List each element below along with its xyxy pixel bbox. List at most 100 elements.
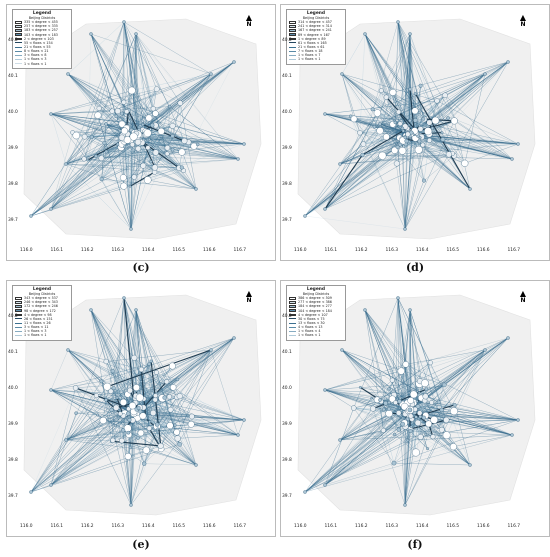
flow-line — [324, 154, 450, 210]
legend-node-class: 386 < degree < 509 — [289, 296, 343, 300]
flow-line — [90, 309, 112, 442]
legend-node-class: 103 < degree < 183 — [15, 33, 69, 37]
flow-line — [304, 417, 424, 493]
flow-line — [411, 73, 486, 135]
x-tick-label: 116.2 — [355, 524, 368, 529]
district-node — [129, 227, 133, 231]
district-node — [510, 433, 514, 437]
district-node — [134, 308, 138, 312]
district-node — [397, 367, 405, 375]
flow-line — [50, 89, 157, 115]
district-node — [389, 377, 395, 383]
flow-line — [324, 113, 416, 121]
flow-line — [127, 134, 132, 230]
flow-line — [401, 370, 422, 399]
flow-line — [127, 419, 245, 429]
flow-line — [393, 419, 447, 464]
flow-line — [67, 73, 184, 171]
flow-line — [304, 436, 421, 493]
district-node — [94, 111, 102, 119]
district-node — [104, 122, 108, 126]
district-node — [387, 387, 391, 391]
district-node — [407, 123, 411, 127]
district-node — [143, 129, 152, 138]
flow-line-strong — [362, 128, 407, 156]
district-node — [49, 483, 53, 487]
flow-line — [123, 297, 128, 395]
district-node — [396, 410, 402, 416]
flow-line — [106, 151, 155, 173]
panel-e: Legend Beijing Districts 343 < degree < 53… — [6, 280, 276, 537]
legend-node-class: 246 < degree < 343 — [15, 300, 69, 304]
district-node — [426, 137, 433, 143]
district-node — [414, 419, 422, 427]
flow-line — [157, 337, 235, 429]
x-tick-label: 116.0 — [294, 248, 307, 253]
flow-line — [135, 33, 185, 142]
flow-line — [177, 349, 212, 439]
flow-line — [67, 73, 156, 114]
legend-node-class: 335 < degree < 455 — [15, 20, 69, 24]
flow-line — [50, 167, 156, 210]
flow-line — [324, 409, 416, 486]
flow-line — [30, 395, 97, 493]
flow-line — [436, 100, 519, 145]
district-node — [115, 396, 119, 400]
x-tick-label: 116.0 — [294, 524, 307, 529]
district-node — [119, 398, 127, 406]
flow-line — [90, 33, 127, 112]
district-node — [370, 107, 375, 112]
district-node — [445, 151, 452, 158]
district-node — [422, 178, 426, 183]
district-node — [411, 107, 419, 115]
district-node — [175, 377, 180, 382]
flow-line — [67, 73, 154, 109]
flow-line — [123, 21, 212, 75]
district-node — [360, 152, 365, 157]
flow-line-strong — [140, 369, 147, 419]
flow-line — [112, 440, 145, 464]
flow-line — [123, 21, 154, 109]
district-node — [450, 407, 458, 416]
district-node — [402, 361, 409, 368]
legend-subtitle: Beijing Districts — [302, 16, 330, 20]
flow-line — [105, 123, 155, 173]
legend-node-class: 314 < degree < 457 — [289, 20, 343, 24]
district-node — [178, 148, 186, 156]
flow-line — [180, 103, 197, 190]
flow-line — [50, 412, 154, 486]
flow-line — [105, 123, 156, 126]
legend-flow-class: 13 < flows < 30 — [289, 321, 343, 325]
flow-line — [379, 130, 406, 136]
flow-line — [67, 73, 150, 140]
legend-node-class: 4 < degree < 98 — [15, 313, 69, 317]
flow-line — [50, 152, 156, 210]
flow-line — [30, 132, 148, 217]
flow-line — [90, 309, 150, 422]
legend-node-class: 343 < degree < 537 — [15, 296, 69, 300]
district-node — [407, 407, 413, 413]
legend-node-class: 98 < degree < 172 — [15, 309, 69, 313]
flow-line — [50, 428, 158, 486]
flow-line — [181, 151, 239, 160]
flow-line — [67, 73, 128, 135]
flow-line — [404, 411, 455, 506]
district-node — [421, 117, 426, 121]
district-node — [442, 92, 448, 99]
flow-line — [339, 383, 420, 441]
legend-flow-class: 1 < flows < 1 — [289, 57, 343, 61]
flow-line — [97, 115, 132, 230]
flow-line — [324, 337, 509, 391]
flow-line — [237, 419, 245, 436]
district-node — [398, 142, 403, 147]
x-tick-label: 116.1 — [324, 524, 338, 529]
district-node — [114, 114, 119, 119]
district-node — [149, 359, 153, 363]
flow-line — [123, 21, 148, 134]
district-node — [360, 141, 367, 147]
y-tick-label: 39.7 — [8, 494, 18, 499]
district-node — [430, 126, 434, 130]
flow-line — [339, 136, 411, 165]
district-node — [150, 123, 155, 128]
district-node — [417, 139, 422, 144]
